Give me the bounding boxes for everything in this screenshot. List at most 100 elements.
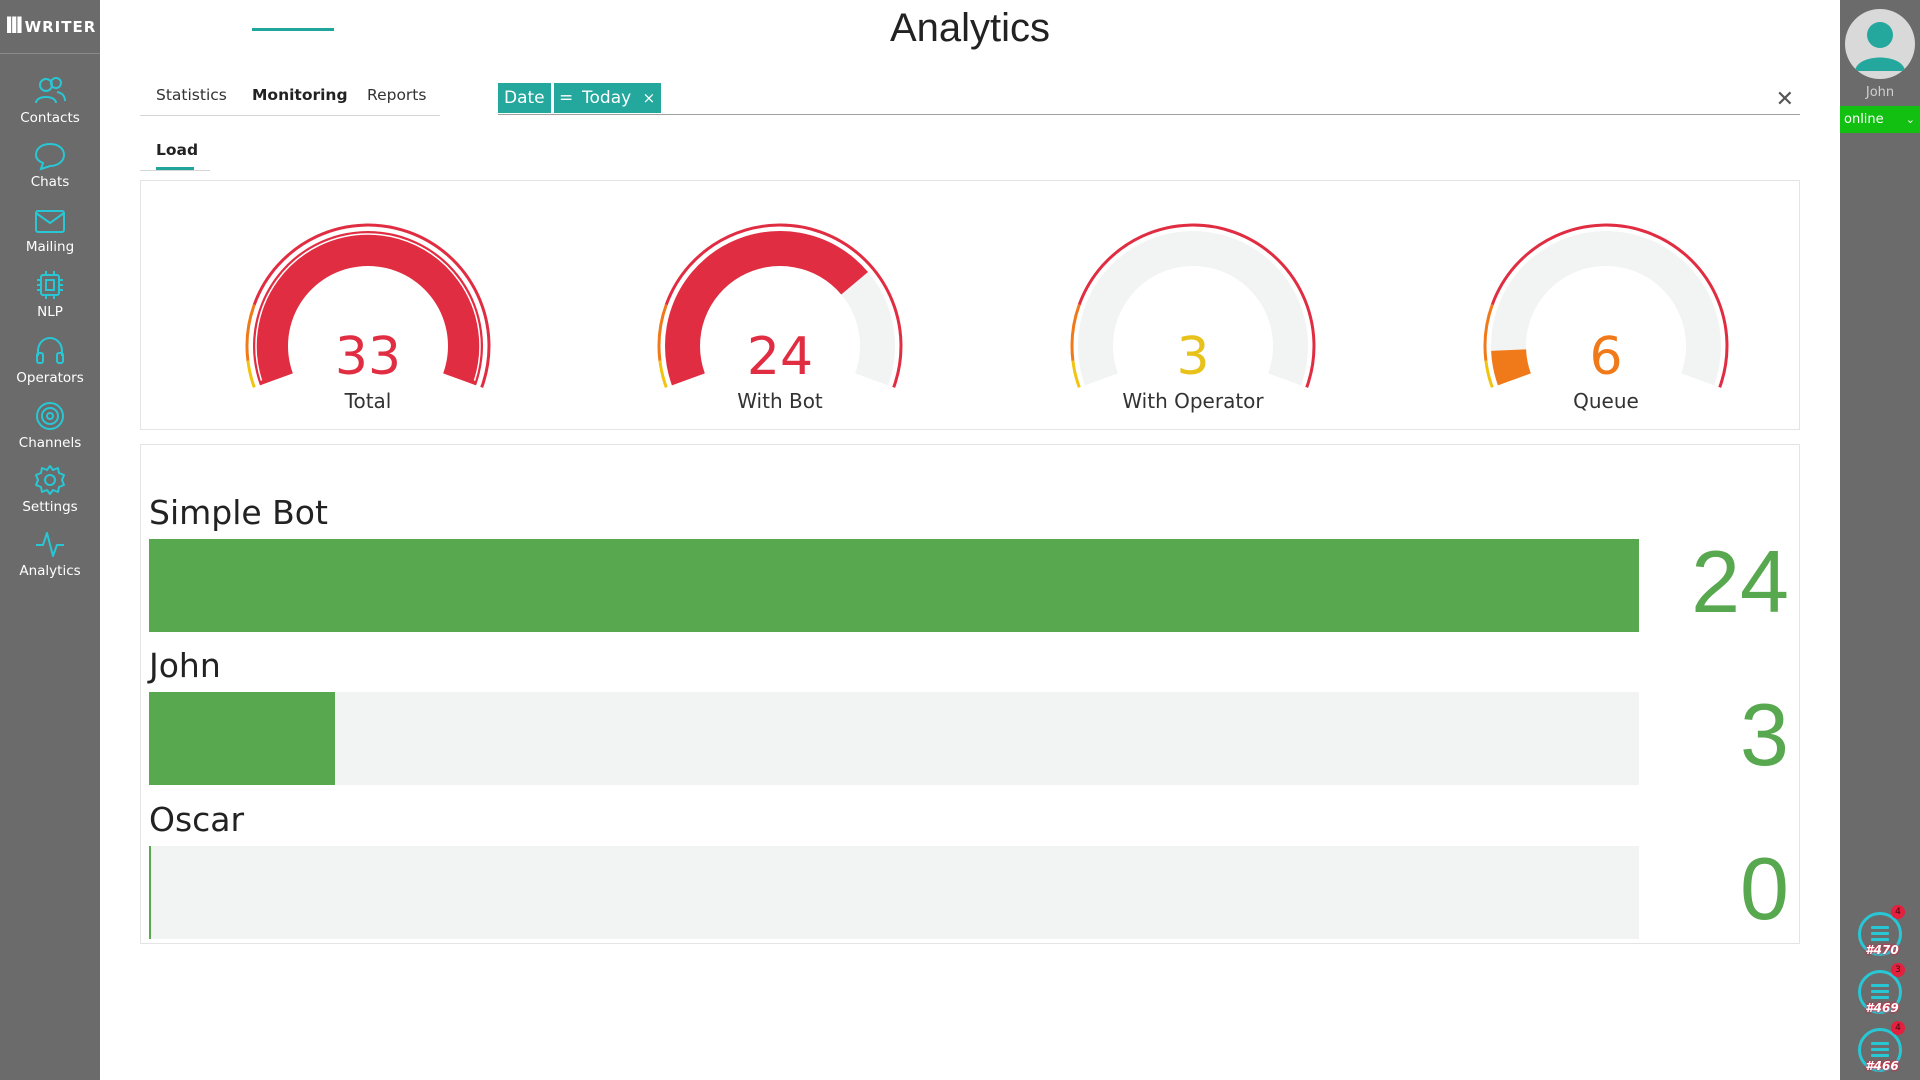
gauge-value: 24 <box>746 327 814 387</box>
activity-icon <box>36 532 64 557</box>
scale-band-mid <box>1070 304 1081 361</box>
sidebar-item-settings[interactable]: Settings <box>0 463 100 515</box>
sidebar-item-label: Settings <box>22 499 78 515</box>
scale-band-mid <box>657 304 668 361</box>
active-subtab-indicator <box>156 167 194 170</box>
scale-band-low <box>246 360 256 388</box>
subtab-load[interactable]: Load <box>156 141 199 159</box>
bar-value: 3 <box>1740 685 1789 784</box>
remove-filter-icon[interactable]: × <box>642 89 656 107</box>
chat-queue-item[interactable]: 4 #466 <box>1858 1021 1905 1073</box>
envelope-icon <box>35 210 65 233</box>
bar-track <box>149 539 1639 632</box>
gauge-value: 33 <box>334 327 402 387</box>
headset-icon <box>36 336 64 364</box>
gauge-fill <box>253 230 483 386</box>
filter-value-label: Today <box>582 88 632 108</box>
gauge-with-bot: 24 With Bot <box>655 221 905 421</box>
tab-monitoring[interactable]: Monitoring <box>252 86 348 104</box>
bar-name: John <box>149 646 221 685</box>
chat-queue-item[interactable]: 4 #470 <box>1858 905 1905 957</box>
sidebar-item-chats[interactable]: Chats <box>0 140 100 190</box>
chat-number: #470 <box>1865 943 1899 957</box>
list-icon <box>1871 926 1889 944</box>
scale-band-high <box>664 223 903 388</box>
sidebar-item-label: Contacts <box>20 110 80 126</box>
sidebar-item-label: Operators <box>16 370 84 386</box>
bar-value: 24 <box>1691 532 1789 631</box>
sidebar-item-label: Analytics <box>19 563 81 579</box>
status-value: online <box>1844 112 1884 127</box>
gauge-value: 6 <box>1589 327 1623 387</box>
sidebar-item-label: Mailing <box>25 239 75 255</box>
list-icon <box>1871 1042 1889 1060</box>
gauge-fill <box>1491 349 1531 386</box>
scale-band-mid <box>245 304 256 361</box>
gauge-label: Queue <box>1573 389 1639 413</box>
clear-filter-icon[interactable]: ✕ <box>1775 87 1794 112</box>
gear-icon <box>35 465 65 495</box>
gauge-label: Total <box>344 389 392 413</box>
gauge-arc <box>245 223 491 388</box>
gauge-panel: 33 Total 24 With Bot 3 With Operator 6 Q… <box>140 180 1800 430</box>
unread-badge: 4 <box>1891 1021 1905 1035</box>
filter-operator-chip[interactable]: = <box>554 83 579 113</box>
gauge-arc <box>657 223 903 388</box>
scale-band-low <box>1484 360 1494 388</box>
target-icon <box>36 402 64 430</box>
main-tabs: Statistics Monitoring Reports <box>140 86 440 116</box>
active-tab-indicator <box>252 28 334 31</box>
unread-badge: 4 <box>1891 905 1905 919</box>
sidebar-item-label: NLP <box>37 304 63 320</box>
chevron-down-icon: ⌄ <box>1905 113 1915 126</box>
sidebar-item-label: Channels <box>18 435 82 451</box>
bar-row: Simple Bot 24 <box>149 493 1789 633</box>
sidebar-item-analytics[interactable]: Analytics <box>0 527 100 579</box>
right-sidebar: John online ⌄ 4 #470 3 #469 4 #466 <box>1840 0 1920 1080</box>
sidebar-item-label: Chats <box>30 174 70 190</box>
scale-band-low <box>658 360 668 388</box>
chat-number: #469 <box>1865 1001 1899 1015</box>
users-icon <box>35 77 66 104</box>
bar-fill <box>149 692 336 785</box>
sidebar-item-mailing[interactable]: Mailing <box>0 205 100 255</box>
unread-badge: 3 <box>1891 963 1905 977</box>
gauge-highlight <box>255 233 481 381</box>
app-logo[interactable]: III WRITER <box>0 0 100 54</box>
gauge-queue: 6 Queue <box>1481 221 1731 421</box>
sidebar-item-operators[interactable]: Operators <box>0 334 100 386</box>
scale-band-low <box>1071 360 1081 388</box>
scale-band-high <box>252 223 491 388</box>
sidebar-item-contacts[interactable]: Contacts <box>0 74 100 126</box>
gauge-value: 3 <box>1176 327 1210 387</box>
bar-track <box>149 846 1639 939</box>
bar-fill <box>149 846 151 939</box>
sidebar-item-nlp[interactable]: NLP <box>0 270 100 320</box>
bar-value: 0 <box>1740 839 1789 938</box>
avatar[interactable] <box>1845 9 1915 79</box>
status-select[interactable]: online ⌄ <box>1840 106 1920 133</box>
bar-name: Simple Bot <box>149 493 328 532</box>
tab-statistics[interactable]: Statistics <box>156 86 227 104</box>
gauge-track <box>1491 230 1721 386</box>
bar-track <box>149 692 1639 785</box>
logo-mark: III <box>5 14 23 39</box>
chip-icon <box>37 271 63 299</box>
tab-reports[interactable]: Reports <box>367 86 427 104</box>
sidebar-item-channels[interactable]: Channels <box>0 399 100 451</box>
left-sidebar: III WRITER Contacts Chats Mailing NLP <box>0 0 100 1080</box>
filter-value-chip[interactable]: Today × <box>576 83 662 113</box>
chat-queue-item[interactable]: 3 #469 <box>1858 963 1905 1015</box>
chat-bubble-icon <box>34 142 66 171</box>
filter-field-chip[interactable]: Date <box>498 83 551 113</box>
load-bar-panel: Simple Bot 24 John 3 Oscar 0 <box>140 444 1800 944</box>
filter-bar[interactable]: Date = Today × ✕ <box>498 83 1800 115</box>
scale-band-mid <box>1483 304 1494 361</box>
gauge-fill <box>665 231 869 386</box>
gauge-label: With Bot <box>737 389 823 413</box>
bar-fill <box>149 539 1639 632</box>
user-name: John <box>1865 85 1895 100</box>
scale-band-high <box>1490 223 1729 388</box>
gauge-track <box>1078 230 1308 386</box>
logo-text: WRITER <box>24 17 97 36</box>
